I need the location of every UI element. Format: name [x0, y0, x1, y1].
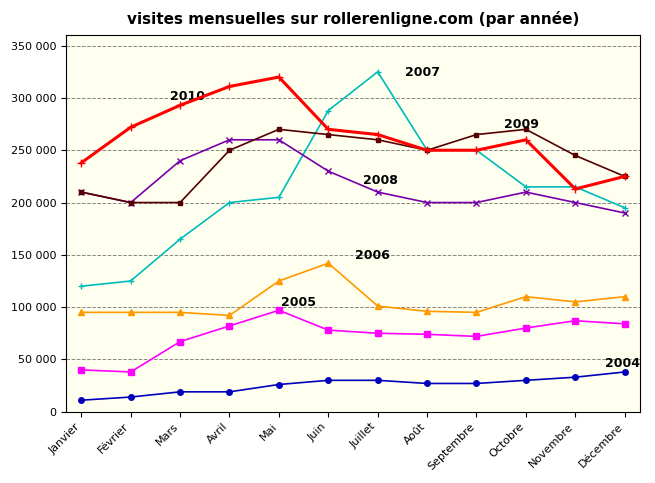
Text: 2008: 2008: [363, 174, 398, 187]
Text: 2010: 2010: [170, 90, 205, 103]
Title: visites mensuelles sur rollerenligne.com (par année): visites mensuelles sur rollerenligne.com…: [127, 11, 579, 27]
Text: 2009: 2009: [504, 118, 538, 131]
Text: 2005: 2005: [282, 296, 316, 309]
Text: 2007: 2007: [405, 66, 440, 79]
Text: 2004: 2004: [605, 357, 640, 370]
Text: 2006: 2006: [356, 249, 390, 262]
